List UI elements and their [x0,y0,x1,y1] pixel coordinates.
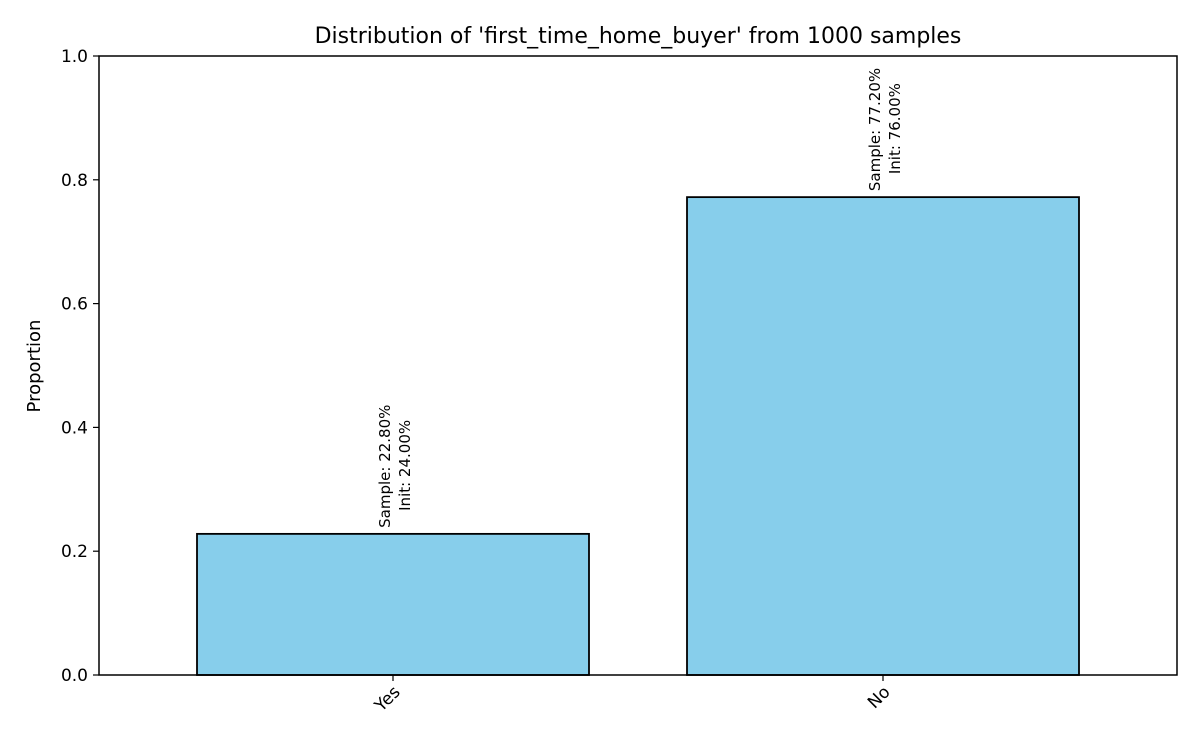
chart-title: Distribution of 'first_time_home_buyer' … [315,24,962,49]
bar-data-label-line: Sample: 22.80% [376,405,394,528]
bar-data-label: Sample: 77.20% Init: 76.00% [866,68,904,191]
x-tick-label: No [864,682,894,712]
y-tick-label: 0.4 [61,418,88,438]
y-axis-label: Proportion [24,320,45,413]
bar-data-label-line: Init: 76.00% [886,83,904,174]
y-tick-label: 0.8 [61,171,88,191]
bar-data-label: Sample: 22.80% Init: 24.00% [376,405,414,528]
y-tick-label: 1.0 [61,47,88,67]
y-tick-label: 0.0 [61,666,88,686]
bar [686,196,1080,676]
bar-data-label-line: Sample: 77.20% [866,68,884,191]
plot-area: Sample: 22.80% Init: 24.00% Yes Sample: 77.… [61,47,1178,717]
y-tick-label: 0.6 [61,295,88,315]
y-tick-label: 0.2 [61,542,88,562]
axes-frame [98,55,1178,676]
bar [196,532,590,676]
x-tick-label: Yes [370,682,404,716]
bar-data-label-line: Init: 24.00% [396,420,414,511]
